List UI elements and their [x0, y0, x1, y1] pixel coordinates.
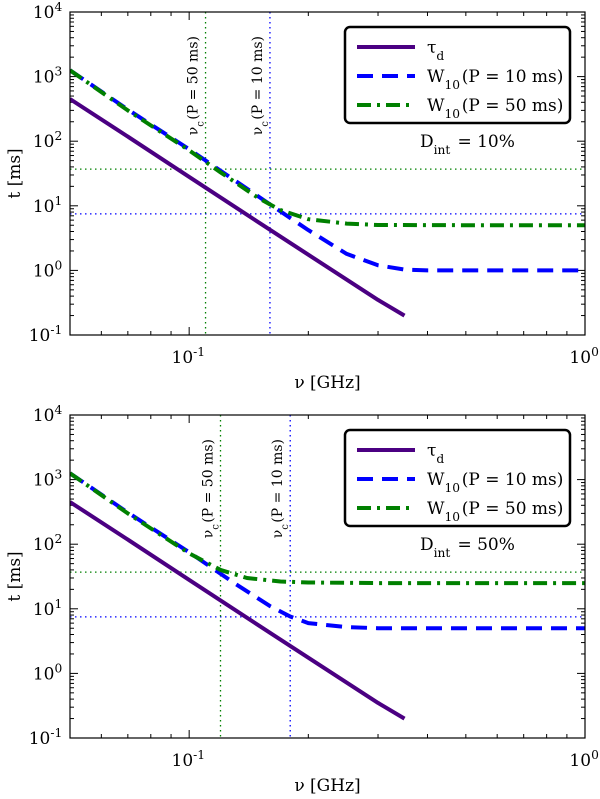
panel-2-vline-label: νc (P = 10 ms) — [270, 439, 291, 538]
panel-2-legend-label-1: τd — [427, 441, 446, 466]
panel-1-legend-box — [343, 25, 572, 125]
panel-1-x-axis-label: ν [GHz] — [294, 373, 360, 393]
panel-2-series-3-line — [70, 471, 585, 586]
panel-2-annotation: Dint = 50% — [420, 535, 515, 560]
panel-1-y-tick-label: 101 — [33, 194, 64, 217]
panel-1-annotation: Dint = 10% — [420, 132, 515, 157]
panel-1-y-axis-label: t [ms] — [5, 148, 25, 198]
panel-1-y-tick-label: 103 — [33, 65, 64, 88]
panel-2-y-tick-label: 104 — [33, 403, 64, 426]
panel-2-y-tick-label: 100 — [33, 661, 64, 684]
panel-2-y-axis-label: t [ms] — [5, 551, 25, 601]
panel-1-x-tick-label: 10-1 — [172, 345, 207, 368]
panel-1: 10-1 100 10-1 100 101 102 103 104 νc (P … — [5, 0, 600, 393]
panel-1-frame — [69, 11, 586, 336]
panel-2-y-tick-label: 10-1 — [29, 726, 64, 749]
panel-2-y-tick-label: 103 — [33, 468, 64, 491]
panel-1-series-3-line — [70, 68, 585, 228]
panel-1-series-2-line — [70, 68, 585, 273]
panel-2-series-group — [70, 471, 585, 721]
panel-2-y-tick-label: 101 — [33, 597, 64, 620]
panel-2-x-tick-label: 10-1 — [172, 748, 207, 771]
panel-2-series-2-line — [70, 471, 585, 631]
panel-1-vline-label: νc (P = 50 ms) — [186, 36, 207, 135]
panel-2-legend-box — [343, 428, 572, 528]
panel-2: 10-1 100 10-1 100 101 102 103 104 νc (P … — [5, 403, 600, 796]
panel-1-legend-label-2: W10 (P = 10 ms) — [427, 67, 563, 92]
panel-1-series-1-line — [70, 97, 406, 318]
panel-1-y-tick-label: 10-1 — [29, 323, 64, 346]
panel-2-y-tick-label: 102 — [33, 532, 64, 555]
panel-1-vline-label: νc (P = 10 ms) — [250, 36, 271, 135]
panel-1-x-tick-label: 100 — [569, 345, 600, 368]
panel-2-legend-label-2: W10 (P = 10 ms) — [427, 470, 563, 495]
panel-1-series-group — [70, 68, 585, 318]
panel-1-y-tick-label: 100 — [33, 258, 64, 281]
panel-1-legend-label-1: τd — [427, 38, 446, 63]
panel-1-y-tick-label: 104 — [33, 0, 64, 23]
panel-2-vline-label: νc (P = 50 ms) — [201, 439, 222, 538]
panel-2-frame — [69, 414, 586, 739]
panel-1-y-tick-label: 102 — [33, 129, 64, 152]
panel-2-x-axis-label: ν [GHz] — [294, 776, 360, 796]
panel-2-series-1-line — [70, 500, 406, 721]
panel-2-x-tick-label: 100 — [569, 748, 600, 771]
panel-1-legend-label-3: W10 (P = 50 ms) — [427, 96, 563, 121]
panel-2-legend-label-3: W10 (P = 50 ms) — [427, 499, 563, 524]
